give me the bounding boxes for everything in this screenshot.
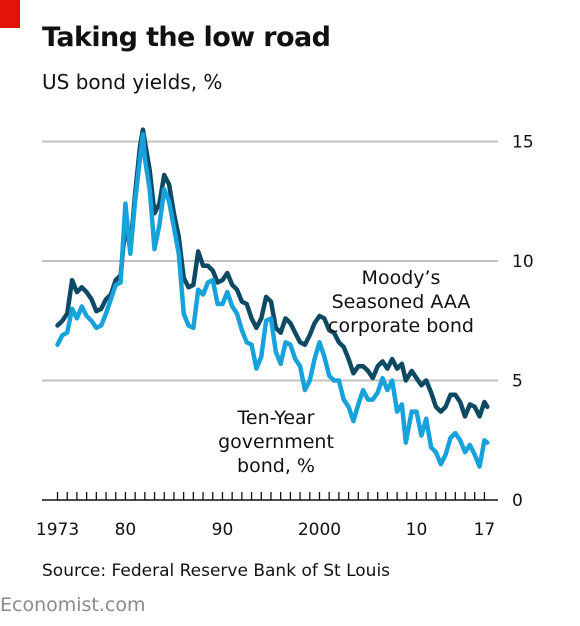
x-tick-label: 17 [474,520,496,540]
series-label-government: bond, % [237,455,315,477]
accent-tag [0,0,20,28]
series-lines [55,127,490,469]
x-tick-label: 10 [406,520,428,540]
y-tick-label: 10 [512,252,534,272]
x-axis: 1973 80 90 2000 10 17 [36,492,498,540]
series-label-corporate: Moody’s [362,267,441,289]
x-tick-label: 90 [212,520,234,540]
x-tick-label: 1973 [36,520,79,540]
chart-subtitle: US bond yields, % [42,70,223,94]
source-note: Source: Federal Reserve Bank of St Louis [42,561,391,581]
gridlines [42,140,498,382]
series-line-government [55,132,490,469]
x-tick-label: 80 [115,520,137,540]
y-tick-labels: 0 5 10 15 [512,133,534,511]
x-tick-label: 2000 [298,520,341,540]
y-tick-label: 0 [512,491,523,511]
chart-title: Taking the low road [42,22,331,53]
y-tick-label: 5 [512,372,523,392]
line-chart: 1973 80 90 2000 10 17 0 5 10 15 Moody’sSeasoned … [36,127,534,540]
brand-logo: Economist.com [0,594,146,616]
series-label-corporate: corporate bond [328,315,474,337]
series-label-corporate: Seasoned AAA [332,291,471,313]
series-label-government: government [218,431,334,453]
y-tick-label: 15 [512,133,534,153]
series-label-government: Ten-Year [237,407,315,429]
